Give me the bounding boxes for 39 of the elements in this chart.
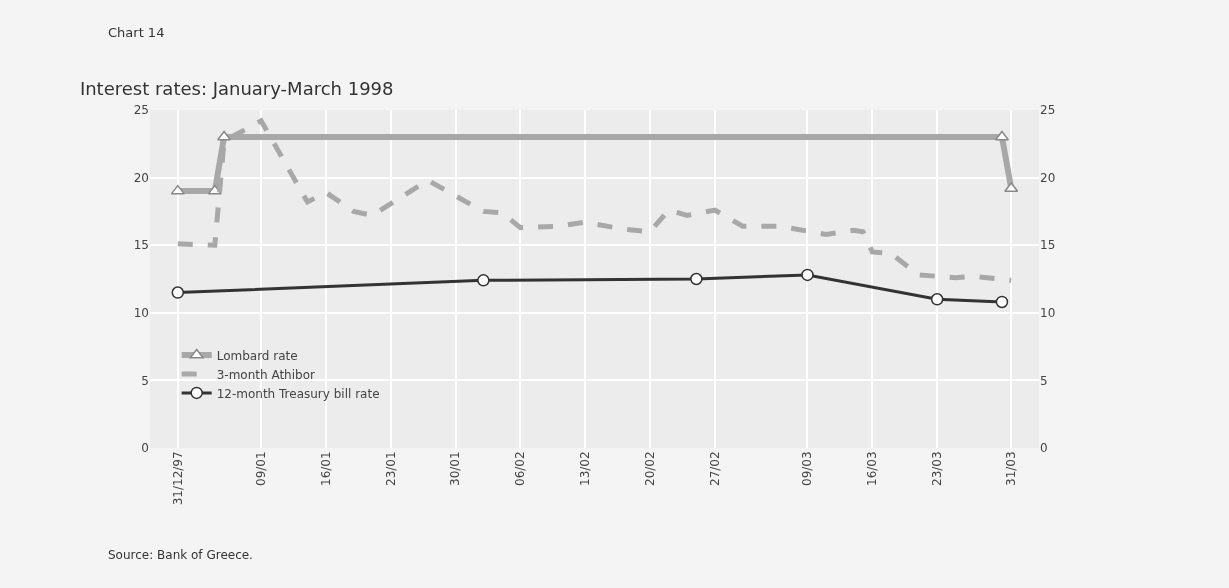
legend-label: 3-month Athibor [216, 367, 315, 382]
chart-title: Interest rates: January-March 1998 [79, 77, 394, 99]
x-tick-label: 31/03 [1004, 451, 1019, 486]
y2-tick-label: 15 [1040, 238, 1056, 253]
x-tick-label: 27/02 [707, 451, 722, 486]
point [170, 184, 185, 195]
legend-label: Lombard rate [216, 348, 298, 363]
legend-label: 12-month Treasury bill rate [216, 386, 380, 401]
point [930, 293, 944, 306]
point [477, 274, 490, 287]
x-tick-label: 09/03 [800, 451, 815, 486]
point [995, 295, 1009, 309]
x-tick-label: 16/03 [865, 451, 880, 486]
x-tick-label: 30/01 [448, 451, 463, 486]
point [171, 286, 185, 299]
y-tick-label: 5 [141, 373, 149, 388]
y-tick-label: 20 [133, 170, 149, 185]
x-tick-label: 06/02 [513, 451, 528, 486]
y-tick-label: 0 [141, 441, 149, 456]
y-tick-label: 10 [133, 306, 149, 320]
x-tick-label: 31/12/97 [170, 451, 185, 506]
x-tick-label: 23/01 [383, 451, 398, 486]
y2-tick-label: 5 [1040, 373, 1048, 388]
x-tick-label: 20/02 [642, 451, 657, 486]
x-tick-label: 09/01 [254, 451, 269, 486]
x-tick-label: 23/03 [930, 451, 945, 486]
x-tick-label: 13/02 [578, 451, 593, 486]
y2-tick-label: 10 [1040, 306, 1056, 320]
chart-subtitle: Chart 14 [108, 25, 165, 40]
y-tick-label: 15 [133, 238, 149, 253]
y-tick-label: 25 [133, 103, 149, 118]
point [207, 184, 222, 195]
source-note: Source: Bank of Greece. [108, 548, 253, 562]
x-tick-label: 16/01 [318, 451, 333, 486]
y2-tick-label: 0 [1040, 441, 1048, 456]
point [801, 268, 814, 282]
y2-tick-label: 25 [1040, 103, 1056, 118]
point [690, 272, 703, 286]
y2-tick-label: 20 [1040, 170, 1056, 185]
